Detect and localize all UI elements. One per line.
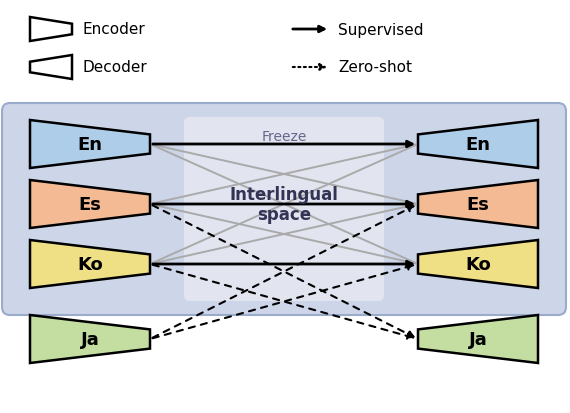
Text: Interlingual
space: Interlingual space [230,185,339,224]
Polygon shape [30,180,150,228]
Polygon shape [418,180,538,228]
Text: Zero-shot: Zero-shot [338,60,412,75]
Text: En: En [78,136,103,154]
FancyBboxPatch shape [184,118,384,301]
Text: Es: Es [467,195,490,214]
FancyBboxPatch shape [2,104,566,315]
Polygon shape [30,240,150,288]
Polygon shape [30,315,150,363]
Text: Ko: Ko [77,255,103,273]
Polygon shape [30,56,72,80]
Text: Freeze: Freeze [261,130,307,144]
Text: Es: Es [79,195,101,214]
Polygon shape [418,121,538,169]
Text: En: En [466,136,491,154]
Polygon shape [418,315,538,363]
Polygon shape [30,18,72,42]
Text: Encoder: Encoder [82,22,145,38]
Polygon shape [418,240,538,288]
Text: Decoder: Decoder [82,60,146,75]
Polygon shape [30,121,150,169]
Text: Supervised: Supervised [338,22,424,38]
Text: Ja: Ja [469,330,487,348]
Text: Ko: Ko [465,255,491,273]
Text: Ja: Ja [80,330,99,348]
